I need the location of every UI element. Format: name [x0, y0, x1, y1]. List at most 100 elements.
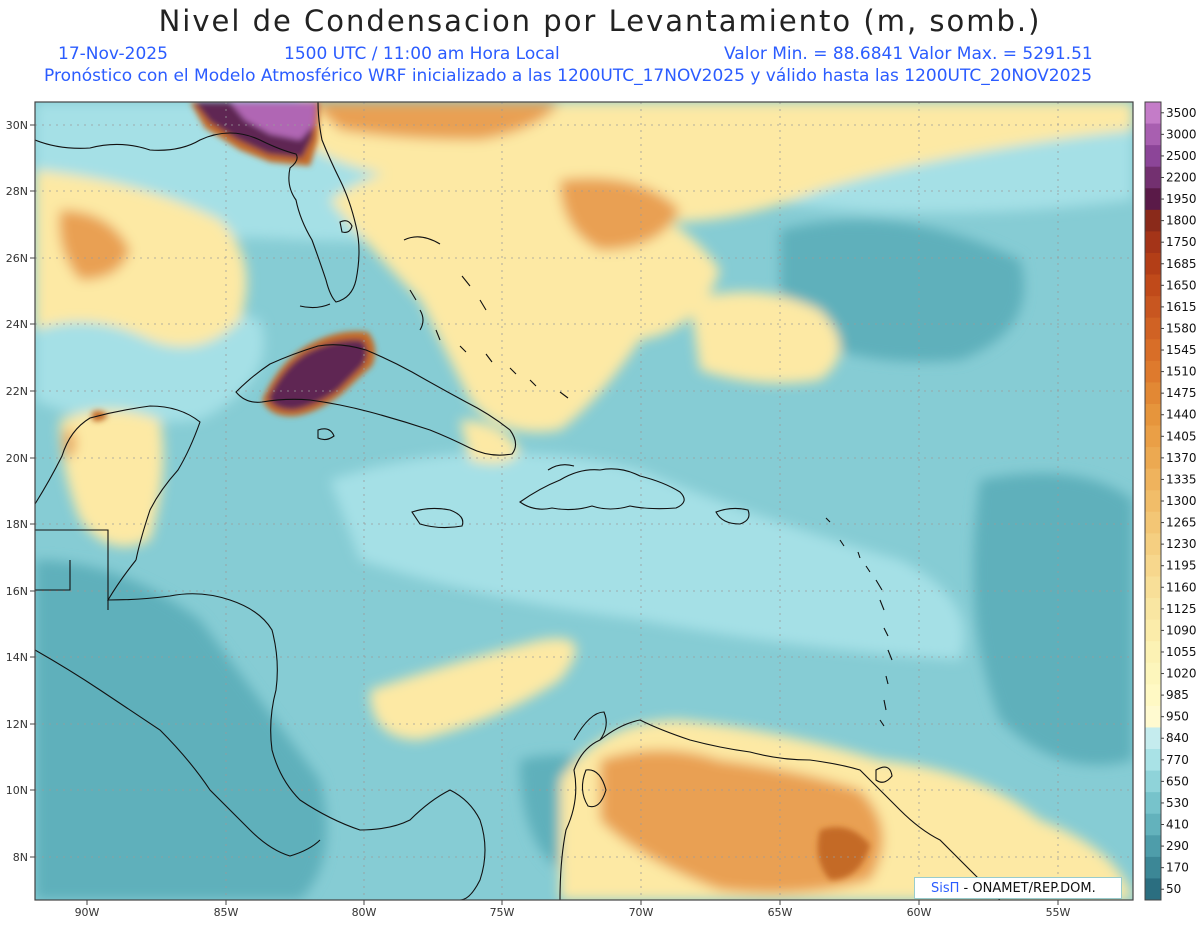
border-guatemala — [35, 529, 109, 610]
colorbar-label: 530 — [1166, 796, 1189, 810]
longitude-axis: 90W 85W 80W 75W 70W 65W 60W 55W — [75, 900, 1071, 919]
sispi-brand: SisΠ — [931, 881, 960, 896]
coast-cuba — [235, 344, 517, 456]
lcl-field — [35, 102, 1133, 900]
lon-label: 85W — [214, 906, 239, 919]
colorbar-label: 1440 — [1166, 408, 1197, 422]
model-description: Pronóstico con el Modelo Atmosférico WRF… — [44, 66, 1093, 86]
colorbar-swatch — [1145, 231, 1161, 254]
colorbar-label: 1090 — [1166, 623, 1197, 637]
yellow-caribbean-band — [370, 638, 576, 740]
colorbar-swatch — [1145, 662, 1161, 685]
colorbar-swatch — [1145, 425, 1161, 448]
colorbar-swatch — [1145, 145, 1161, 168]
colorbar: 3500 3000 2500 2200 1950 1800 1750 1685 1650 1615… — [1144, 101, 1197, 901]
field-highs — [92, 102, 870, 880]
colorbar-label: 1335 — [1166, 472, 1197, 486]
colorbar-label: 1020 — [1166, 667, 1197, 681]
lat-label: 20N — [6, 452, 28, 465]
plot-frame — [34, 101, 1134, 901]
colorbar-swatch — [1145, 727, 1161, 750]
colorbar-swatch — [1145, 403, 1161, 427]
colorbar-label: 290 — [1166, 839, 1189, 853]
dark-area-central-america — [35, 560, 327, 900]
lat-label: 28N — [6, 185, 28, 198]
colorbar-swatch — [1145, 123, 1161, 146]
lat-label: 26N — [6, 252, 28, 265]
graticule — [35, 102, 1133, 900]
field-patches — [35, 102, 1133, 900]
orange-atlantic — [560, 178, 680, 250]
colorbar-label: 1800 — [1166, 214, 1197, 228]
dark-area-north-atlantic — [780, 220, 1024, 362]
colorbar-label: 1195 — [1166, 559, 1197, 573]
lat-label: 18N — [6, 518, 28, 531]
colorbar-swatch — [1145, 339, 1161, 362]
colorbar-swatch — [1145, 360, 1161, 383]
lat-label: 12N — [6, 718, 28, 731]
colorbar-swatch — [1145, 835, 1161, 858]
colorbar-swatch — [1145, 447, 1161, 470]
coast-south-america — [559, 719, 1001, 900]
colorbar-swatch — [1145, 166, 1161, 189]
colorbar-swatch — [1145, 770, 1161, 793]
colorbar-swatch — [1145, 598, 1161, 621]
coast-trinidad — [875, 766, 893, 783]
forecast-time: 1500 UTC / 11:00 am Hora Local — [284, 44, 560, 64]
colorbar-label: 1750 — [1166, 235, 1197, 249]
orange-gulf — [59, 210, 130, 280]
lon-label: 65W — [768, 906, 793, 919]
onamet-logo-label: SisΠ - ONAMET/REP.DOM. — [914, 877, 1122, 899]
colorbar-swatch — [1145, 792, 1161, 815]
lat-label: 30N — [6, 119, 28, 132]
colorbar-swatch — [1145, 511, 1161, 534]
lon-label: 80W — [352, 906, 377, 919]
colorbar-label: 1650 — [1166, 278, 1197, 292]
colorbar-label: 410 — [1166, 818, 1189, 832]
lat-label: 16N — [6, 585, 28, 598]
coast-gulf-north — [35, 102, 360, 303]
lon-label: 70W — [629, 906, 654, 919]
latitude-axis: 30N 28N 26N 24N 22N 20N 18N 16N 14N 12N 10N 8N — [6, 119, 35, 864]
colorbar-swatch — [1145, 619, 1161, 642]
coast-yucatan-gulf — [35, 405, 201, 561]
dark-area-east-atlantic — [973, 473, 1133, 765]
lon-label: 60W — [907, 906, 932, 919]
colorbar-label: 1510 — [1166, 365, 1197, 379]
colorbar-label: 170 — [1166, 861, 1189, 875]
colorbar-label: 1160 — [1166, 580, 1197, 594]
colorbar-swatch — [1145, 468, 1161, 491]
colorbar-swatch — [1145, 317, 1161, 340]
colorbar-label: 50 — [1166, 882, 1181, 896]
colorbar-swatch — [1145, 533, 1161, 556]
coast-lesser-antilles — [825, 517, 893, 727]
colorbar-swatch — [1145, 274, 1161, 297]
colorbar-label: 2200 — [1166, 170, 1197, 184]
orange-dark-venezuela — [817, 827, 870, 880]
coast-haiti-north — [547, 464, 575, 471]
lat-label: 8N — [13, 851, 28, 864]
coast-isla-juventud — [317, 428, 335, 441]
coast-puerto-rico — [715, 507, 750, 525]
coast-hispaniola — [519, 468, 685, 511]
coast-guajira — [573, 711, 607, 741]
colorbar-label: 1125 — [1166, 602, 1197, 616]
colorbar-label: 1405 — [1166, 429, 1197, 443]
colorbar-swatch — [1145, 188, 1161, 211]
lat-label: 24N — [6, 318, 28, 331]
colorbar-label: 1370 — [1166, 451, 1197, 465]
colorbar-label: 950 — [1166, 710, 1189, 724]
colorbar-label: 1545 — [1166, 343, 1197, 357]
colorbar-label: 985 — [1166, 688, 1189, 702]
coast-florida-keys — [299, 303, 331, 309]
colorbar-label: 1580 — [1166, 321, 1197, 335]
orange-venezuela — [600, 750, 883, 894]
coast-central-america — [107, 559, 486, 900]
colorbar-swatch — [1145, 252, 1161, 276]
colorbar-swatch — [1145, 856, 1161, 879]
colorbar-swatch — [1145, 878, 1161, 901]
colorbar-swatch — [1145, 296, 1161, 319]
yellow-yucatan — [60, 410, 164, 547]
